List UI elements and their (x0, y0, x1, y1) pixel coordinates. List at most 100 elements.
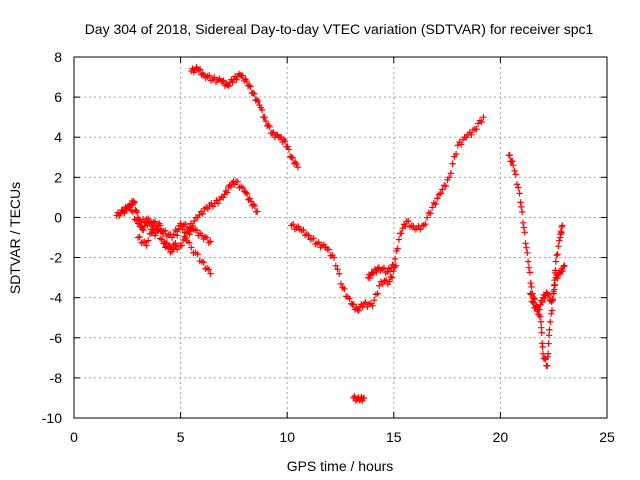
x-axis-title: GPS time / hours (287, 458, 394, 474)
data-point (511, 167, 518, 175)
y-tick-label: -8 (50, 370, 63, 386)
x-tick-label: 5 (177, 429, 185, 445)
data-point (185, 239, 193, 246)
data-point (522, 240, 529, 247)
data-point (548, 307, 556, 314)
data-point (341, 285, 348, 293)
data-point (289, 154, 296, 162)
y-tick-label: -4 (50, 290, 63, 306)
data-point (214, 200, 222, 207)
data-point (545, 291, 553, 299)
data-point (172, 240, 179, 247)
data-point (130, 198, 137, 205)
data-point (251, 202, 258, 210)
data-point (449, 160, 456, 167)
chart-title: Day 304 of 2018, Sidereal Day-to-day VTE… (85, 21, 594, 37)
data-point (173, 228, 181, 235)
data-point (362, 299, 369, 306)
data-point (520, 224, 528, 231)
data-point (332, 262, 340, 270)
data-point (524, 258, 532, 265)
data-point (220, 77, 227, 84)
data-point (136, 233, 143, 241)
data-point (269, 130, 276, 137)
data-point (446, 174, 453, 181)
data-point (156, 222, 164, 229)
data-point (388, 274, 396, 281)
data-point (519, 219, 527, 227)
data-point (545, 340, 552, 347)
data-point (529, 298, 537, 306)
data-point (285, 146, 293, 153)
data-point (394, 245, 401, 252)
data-point (509, 162, 517, 169)
data-point (185, 224, 193, 231)
data-point (561, 262, 568, 269)
data-point (144, 237, 152, 244)
data-point (199, 70, 206, 77)
data-point (382, 276, 390, 284)
data-point (170, 231, 177, 238)
data-point (162, 227, 169, 234)
data-point (229, 79, 236, 86)
data-point (249, 89, 257, 97)
data-point (369, 270, 376, 277)
data-point (350, 301, 357, 308)
data-point (196, 211, 203, 219)
data-point (129, 208, 137, 215)
data-point (239, 184, 247, 192)
data-point (452, 150, 460, 158)
data-point (422, 220, 429, 228)
data-point (457, 141, 465, 148)
data-point (315, 239, 322, 246)
data-point (554, 275, 561, 282)
data-point (366, 274, 374, 282)
data-point (346, 295, 353, 302)
data-point (506, 152, 513, 159)
data-point (197, 66, 204, 73)
data-point (468, 131, 475, 138)
data-point (555, 243, 562, 250)
data-point (139, 226, 146, 233)
data-point (530, 299, 537, 307)
data-point (294, 164, 302, 171)
data-point (369, 302, 376, 309)
data-point (155, 227, 162, 234)
data-point (517, 199, 524, 206)
tick-layer: 0 5 10 15 20 25 -10 -8 -6 -4 -2 0 2 4 6 8 (42, 49, 615, 445)
data-point (405, 218, 412, 225)
data-point (207, 270, 214, 277)
x-tick-label: 20 (493, 429, 509, 445)
data-point (289, 220, 297, 228)
data-point (337, 280, 345, 288)
data-point (395, 236, 403, 243)
series-arc-9 (527, 262, 568, 315)
data-point (186, 231, 193, 238)
data-point (223, 189, 231, 196)
data-point (288, 154, 295, 161)
data-point (334, 266, 341, 273)
series-arc-5 (288, 220, 400, 314)
data-point (549, 295, 556, 303)
data-point (205, 72, 213, 79)
data-point (198, 232, 206, 239)
data-point (554, 251, 561, 258)
data-point (398, 230, 405, 237)
data-point (513, 181, 521, 188)
data-point (386, 268, 394, 275)
data-point (550, 288, 557, 295)
data-point (200, 259, 207, 266)
data-point (432, 200, 439, 208)
data-point (389, 261, 396, 269)
data-point (509, 158, 516, 165)
data-point (225, 82, 232, 90)
y-tick-label: 8 (54, 49, 62, 65)
grid-layer (74, 57, 607, 418)
data-point (551, 281, 559, 288)
data-point (160, 240, 167, 247)
data-point (518, 208, 526, 216)
data-point (539, 343, 546, 351)
x-tick-label: 0 (70, 429, 78, 445)
data-point (239, 72, 247, 79)
